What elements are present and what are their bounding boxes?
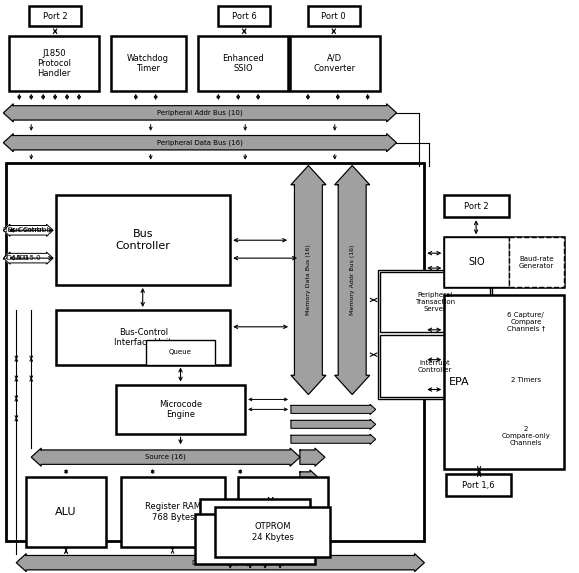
Bar (9, 36, 99, 91)
Text: OTPROM
24 Kbytes: OTPROM 24 Kbytes (234, 512, 276, 531)
Bar (308, 6, 360, 26)
Text: Memory Addr Bus (16): Memory Addr Bus (16) (350, 245, 355, 315)
Polygon shape (291, 434, 376, 444)
Bar (238, 477, 328, 547)
Polygon shape (16, 554, 424, 572)
Text: AD15.0: AD15.0 (3, 255, 29, 261)
Polygon shape (31, 448, 300, 466)
Text: ALU: ALU (56, 507, 77, 517)
Text: AD15.0: AD15.0 (16, 255, 41, 261)
Bar (56, 195, 230, 285)
Text: OTPROM
24 Kbytes: OTPROM 24 Kbytes (252, 522, 294, 541)
Text: 6 Capture/
Compare
Channels †: 6 Capture/ Compare Channels † (507, 312, 545, 332)
Text: Queue: Queue (169, 349, 192, 355)
Text: OTPROM
24 Kbytes: OTPROM 24 Kbytes (234, 529, 276, 548)
Polygon shape (291, 166, 326, 394)
Bar (30, 6, 81, 26)
Text: Port 6: Port 6 (232, 12, 256, 21)
Bar (121, 477, 225, 547)
Text: Port 1,6: Port 1,6 (462, 481, 495, 489)
Polygon shape (3, 134, 397, 152)
Bar (444, 237, 564, 287)
Text: J1850
Protocol
Handler: J1850 Protocol Handler (37, 49, 71, 79)
Text: SIO: SIO (468, 257, 485, 267)
Polygon shape (291, 405, 376, 414)
Bar (26, 477, 106, 547)
Text: 2
Compare-only
Channels: 2 Compare-only Channels (501, 426, 550, 446)
Polygon shape (335, 166, 369, 394)
Text: Port 0: Port 0 (321, 12, 346, 21)
Bar (116, 384, 245, 434)
Polygon shape (291, 419, 376, 429)
Polygon shape (3, 252, 53, 264)
Text: Bus
Controller: Bus Controller (116, 229, 171, 251)
Text: Enhanced
SSIO: Enhanced SSIO (222, 54, 264, 73)
Text: Bus Control: Bus Control (3, 227, 44, 233)
Text: Interrupt
Controller: Interrupt Controller (417, 360, 452, 372)
Text: 2 Timers: 2 Timers (511, 376, 541, 383)
Bar (218, 6, 270, 26)
Bar (196, 514, 315, 564)
Text: Bus-Control
Interface Unit: Bus-Control Interface Unit (115, 328, 172, 347)
Text: Source (16): Source (16) (145, 454, 186, 461)
Bar (200, 499, 310, 544)
Text: Peripheral Data Bus (16): Peripheral Data Bus (16) (157, 139, 243, 146)
Text: A/D
Converter: A/D Converter (314, 54, 356, 73)
Text: Watchdog
Timer: Watchdog Timer (127, 54, 169, 73)
Bar (446, 474, 511, 496)
Bar (380, 335, 490, 398)
Text: Memory Data Bus (16): Memory Data Bus (16) (306, 245, 311, 315)
Bar (444, 195, 509, 217)
Polygon shape (3, 104, 397, 122)
Bar (6, 163, 424, 541)
Bar (56, 310, 230, 364)
Text: Baud-rate
Generator: Baud-rate Generator (519, 256, 554, 269)
Text: Peripheral Addr Bus (10): Peripheral Addr Bus (10) (157, 109, 243, 116)
Bar (380, 272, 490, 332)
Bar (378, 270, 492, 399)
Text: Register RAM
768 Bytes: Register RAM 768 Bytes (145, 502, 201, 521)
Text: Port 2: Port 2 (43, 12, 67, 21)
Text: Bus Control: Bus Control (8, 227, 49, 233)
Bar (444, 237, 509, 287)
Bar (290, 36, 380, 91)
Bar (509, 237, 564, 287)
Text: Microcode
Engine: Microcode Engine (159, 400, 202, 419)
Text: Destination (16): Destination (16) (192, 559, 249, 566)
Text: Peripheral
Transaction
Server: Peripheral Transaction Server (415, 292, 455, 312)
Polygon shape (300, 470, 320, 488)
Text: Memory
Interface
Unit: Memory Interface Unit (264, 497, 302, 527)
Text: Port 2: Port 2 (464, 202, 489, 211)
Bar (146, 340, 215, 364)
Polygon shape (300, 448, 325, 466)
Bar (111, 36, 185, 91)
Bar (444, 295, 564, 469)
Bar (199, 36, 288, 91)
Polygon shape (3, 224, 53, 236)
Text: EPA: EPA (449, 376, 470, 387)
Bar (215, 507, 330, 557)
